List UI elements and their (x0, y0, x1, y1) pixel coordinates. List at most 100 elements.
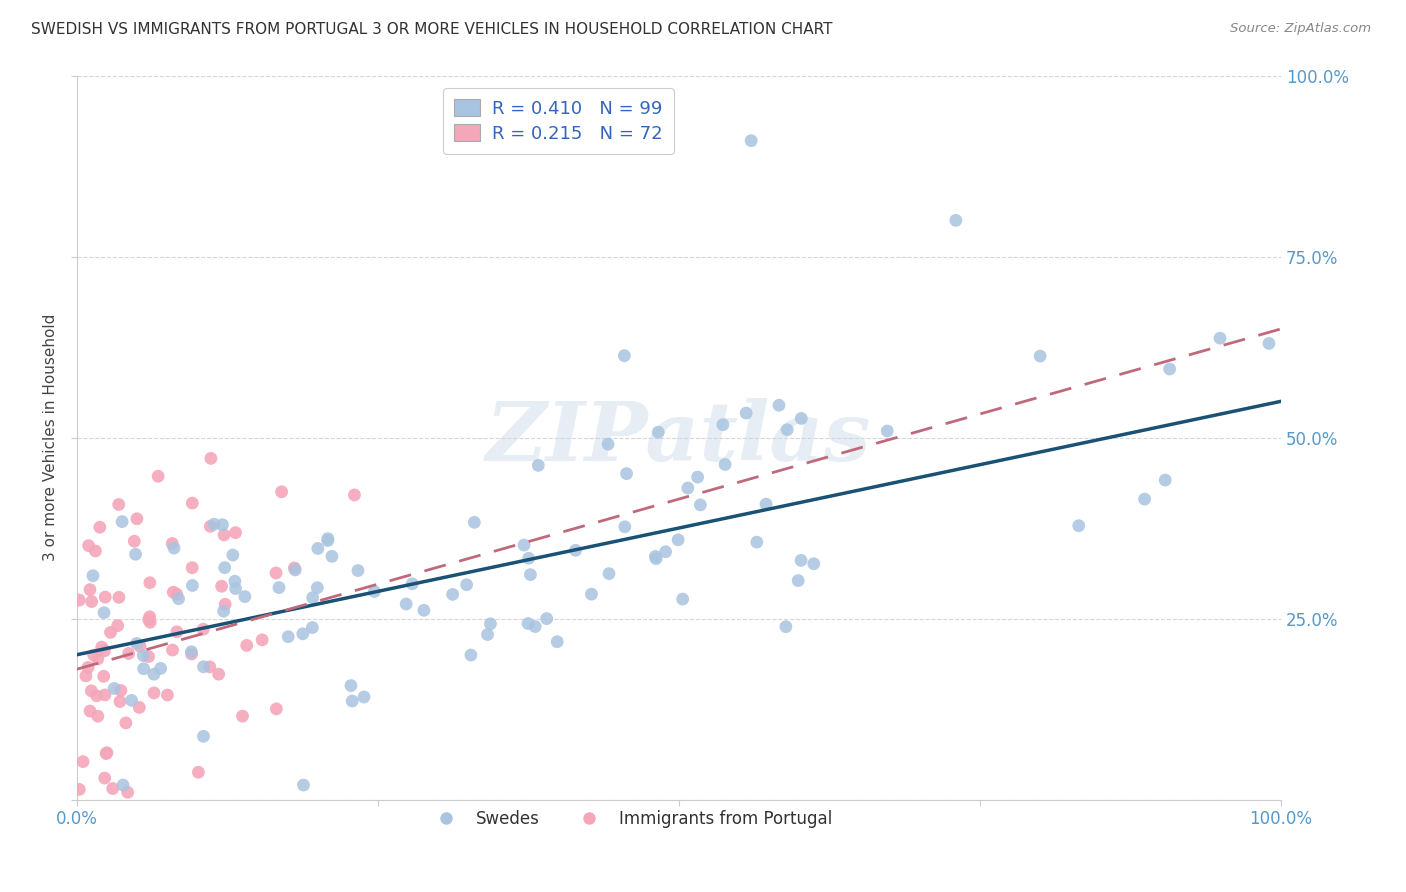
Point (193, 659, 215, 673)
Point (460, 648, 482, 662)
Point (93, 644, 115, 658)
Point (524, 619, 547, 633)
Text: Source: ZipAtlas.com: Source: ZipAtlas.com (1230, 22, 1371, 36)
Point (211, 579, 233, 593)
Point (142, 667, 165, 681)
Point (162, 585, 184, 599)
Point (564, 543, 586, 558)
Point (301, 621, 323, 635)
Text: SWEDISH VS IMMIGRANTS FROM PORTUGAL 3 OR MORE VEHICLES IN HOUSEHOLD CORRELATION : SWEDISH VS IMMIGRANTS FROM PORTUGAL 3 OR… (31, 22, 832, 37)
Point (1159, 362, 1181, 376)
Point (107, 498, 129, 512)
Point (571, 127, 593, 141)
Point (581, 587, 603, 601)
Point (876, 424, 898, 438)
Point (118, 647, 141, 661)
Point (616, 467, 638, 481)
Point (94, 688, 117, 702)
Point (200, 519, 222, 533)
Point (94, 590, 117, 604)
Point (96, 746, 118, 760)
Point (117, 785, 139, 799)
Point (162, 643, 184, 657)
Point (235, 639, 257, 653)
Point (463, 516, 485, 530)
Point (82, 568, 104, 582)
Point (75, 669, 97, 683)
Point (301, 591, 323, 605)
Point (536, 612, 558, 626)
Point (103, 681, 125, 696)
Point (519, 567, 541, 582)
Point (517, 616, 540, 631)
Point (1258, 336, 1281, 351)
Point (193, 729, 215, 743)
Point (90, 640, 112, 655)
Point (401, 577, 423, 591)
Point (160, 536, 183, 550)
Point (187, 765, 209, 780)
Point (211, 517, 233, 532)
Point (711, 417, 734, 432)
Point (1067, 518, 1090, 533)
Point (181, 496, 204, 510)
Point (80, 594, 103, 608)
Point (222, 548, 245, 562)
Point (84, 544, 107, 558)
Point (108, 591, 131, 605)
Point (231, 709, 253, 723)
Point (363, 584, 385, 599)
Point (163, 541, 186, 555)
Point (111, 515, 134, 529)
Point (146, 469, 169, 483)
Point (266, 702, 288, 716)
Point (264, 566, 287, 580)
Point (316, 533, 339, 548)
Point (80, 683, 103, 698)
Point (596, 437, 619, 451)
Point (745, 535, 768, 549)
Point (181, 578, 204, 592)
Point (283, 561, 305, 575)
Point (740, 134, 762, 148)
Point (77, 660, 100, 674)
Point (139, 615, 162, 630)
Point (513, 538, 536, 552)
Point (167, 591, 190, 606)
Point (613, 349, 636, 363)
Point (166, 624, 188, 639)
Point (139, 609, 162, 624)
Point (181, 560, 204, 574)
Point (193, 622, 215, 636)
Point (803, 557, 825, 571)
Point (790, 553, 813, 567)
Point (644, 549, 666, 564)
Point (686, 470, 709, 484)
Point (316, 532, 339, 546)
Point (775, 620, 797, 634)
Point (180, 645, 202, 659)
Point (1133, 492, 1156, 507)
Point (200, 451, 222, 466)
Point (87, 709, 110, 723)
Point (87, 652, 110, 666)
Point (456, 578, 478, 592)
Point (67, 593, 90, 607)
Point (714, 458, 737, 472)
Point (1029, 349, 1052, 363)
Point (647, 425, 669, 439)
Point (124, 534, 146, 549)
Point (67, 782, 90, 797)
Point (790, 411, 813, 425)
Point (112, 778, 135, 792)
Point (110, 683, 132, 698)
Point (441, 587, 464, 601)
Point (93, 606, 115, 620)
Point (225, 582, 247, 596)
Point (214, 560, 236, 574)
Point (202, 517, 225, 532)
Point (343, 488, 366, 502)
Point (292, 778, 315, 792)
Point (250, 632, 273, 647)
Point (307, 541, 329, 556)
